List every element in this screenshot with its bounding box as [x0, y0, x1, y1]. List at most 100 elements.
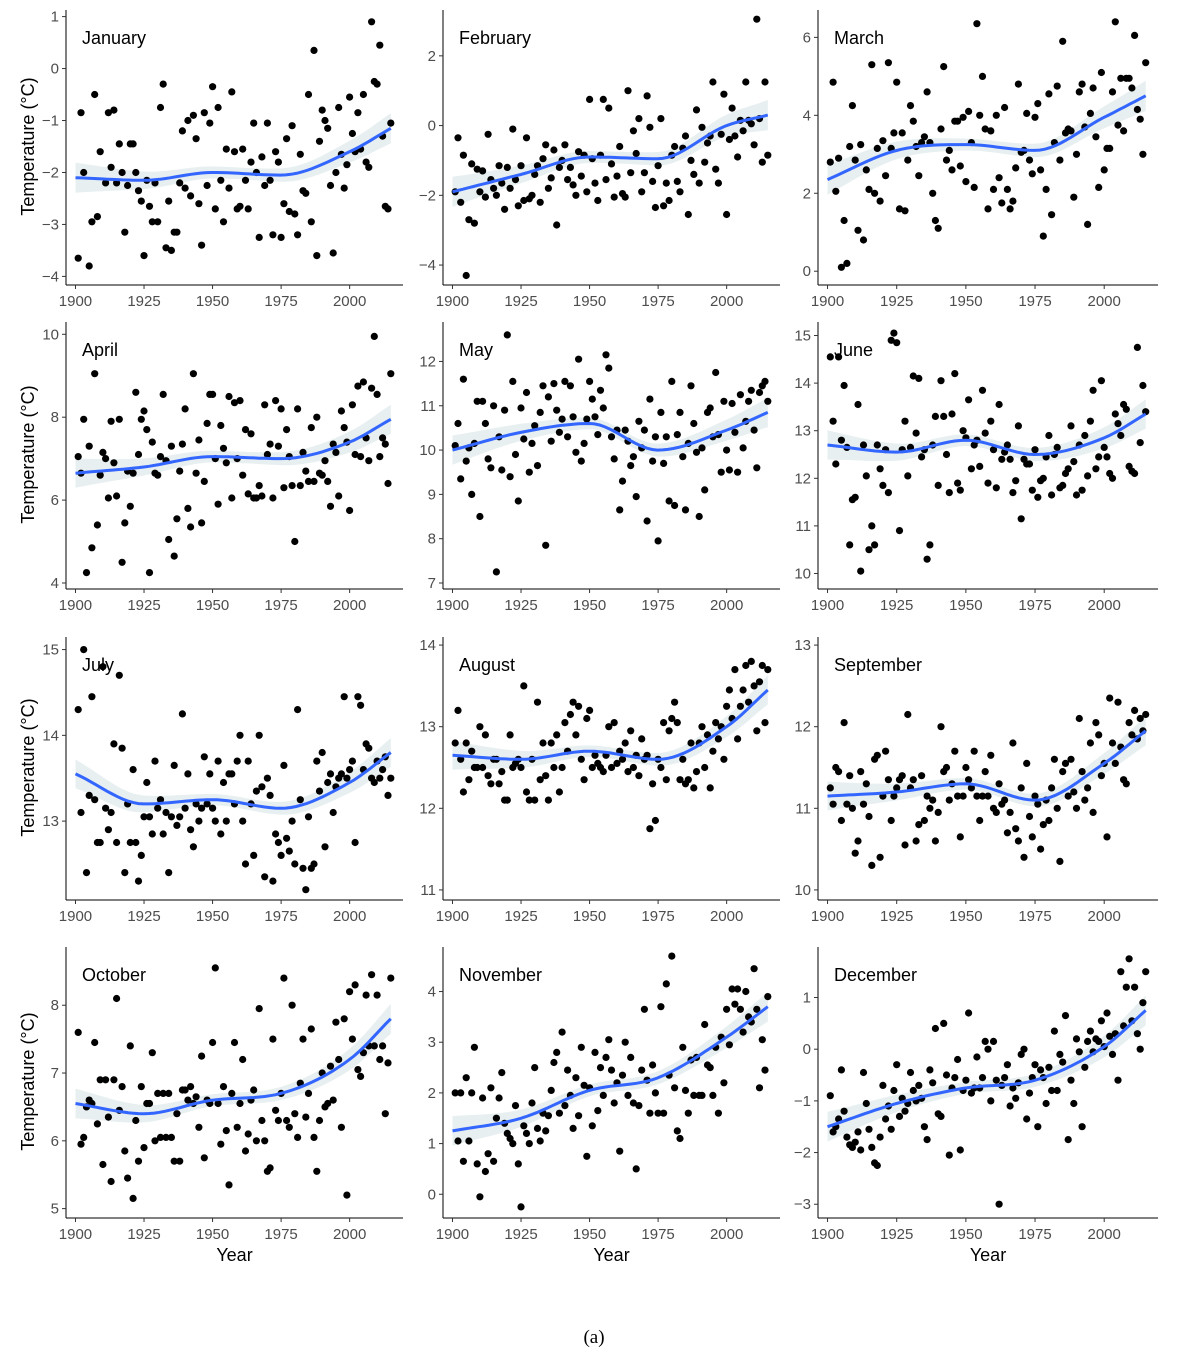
- x-tick-label: 1950: [573, 1226, 606, 1243]
- data-point: [873, 751, 881, 759]
- data-point: [873, 1161, 881, 1170]
- y-tick-label: 5: [51, 1201, 59, 1218]
- y-tick-label: 10: [419, 442, 436, 459]
- y-tick-label: −4: [42, 268, 59, 285]
- data-point: [110, 1076, 118, 1084]
- data-point: [923, 555, 931, 563]
- data-point: [214, 757, 222, 765]
- data-point: [104, 1113, 112, 1121]
- data-point: [324, 1099, 332, 1108]
- y-tick-label: 6: [803, 29, 811, 46]
- data-point: [203, 181, 211, 190]
- data-point: [937, 125, 945, 133]
- data-point: [184, 116, 192, 125]
- data-point: [167, 813, 175, 821]
- data-point: [462, 457, 470, 465]
- x-tick-label: 2000: [710, 1226, 743, 1243]
- data-point: [462, 271, 470, 280]
- y-tick-label: 10: [42, 326, 59, 343]
- data-point: [162, 1133, 170, 1141]
- data-point: [613, 172, 621, 180]
- data-point: [901, 417, 909, 425]
- data-point: [522, 388, 531, 397]
- data-point: [296, 796, 304, 804]
- panel-october: 5 6 7 8 1900 1925 1950 1975 2000 October Temperatu…: [18, 947, 403, 1265]
- data-point: [832, 460, 840, 468]
- month-title: May: [459, 340, 493, 360]
- month-title: June: [834, 340, 873, 360]
- y-axis-label: Temperature (°C): [18, 1012, 38, 1150]
- data-point: [940, 412, 948, 420]
- data-point: [203, 419, 211, 427]
- data-point: [602, 1053, 610, 1061]
- data-point: [898, 772, 906, 780]
- data-point: [1084, 784, 1092, 792]
- data-point: [605, 104, 613, 112]
- data-point: [1053, 82, 1061, 90]
- y-tick-label: 8: [51, 409, 59, 426]
- data-point: [459, 1157, 467, 1165]
- data-point: [854, 226, 862, 234]
- data-point: [539, 155, 547, 163]
- data-point: [384, 205, 392, 213]
- data-point: [862, 1099, 870, 1108]
- y-tick-label: −2: [419, 187, 436, 204]
- data-point: [118, 1083, 126, 1091]
- data-point: [1070, 788, 1078, 796]
- data-point: [1014, 80, 1023, 88]
- data-point: [671, 1084, 679, 1092]
- data-point: [1097, 772, 1105, 780]
- data-point: [1075, 88, 1083, 96]
- data-point: [148, 218, 156, 226]
- data-point: [879, 1081, 887, 1089]
- data-point: [703, 139, 712, 147]
- data-point: [1003, 441, 1012, 449]
- data-point: [673, 719, 681, 727]
- data-point: [1067, 755, 1075, 763]
- data-point: [1111, 410, 1119, 418]
- data-point: [362, 991, 370, 999]
- x-tick-label: 1925: [880, 1226, 913, 1243]
- data-point: [929, 796, 937, 804]
- data-point: [920, 816, 929, 825]
- data-point: [269, 1035, 277, 1043]
- data-point: [998, 455, 1006, 463]
- data-point: [602, 351, 610, 359]
- data-point: [745, 698, 753, 706]
- data-point: [742, 987, 750, 996]
- data-point: [660, 459, 668, 467]
- data-point: [876, 1133, 884, 1141]
- data-point: [544, 184, 553, 192]
- y-tick-label: 14: [794, 375, 811, 392]
- x-tick-label: 2000: [710, 597, 743, 614]
- data-point: [272, 830, 280, 838]
- data-point: [901, 207, 909, 215]
- data-point: [835, 154, 843, 162]
- data-point: [236, 731, 244, 739]
- data-point: [717, 130, 725, 138]
- data-point: [509, 125, 517, 133]
- x-tick-label: 2000: [710, 908, 743, 925]
- data-point: [621, 1038, 629, 1046]
- data-point: [871, 541, 879, 549]
- data-point: [1006, 455, 1014, 463]
- data-point: [307, 424, 315, 432]
- confidence-band: [827, 399, 1146, 462]
- panel-december: −3 −2 −1 0 1 1900 1925 1950 1975 2000 December Year: [794, 947, 1158, 1265]
- data-point: [1031, 446, 1039, 454]
- data-point: [479, 763, 487, 772]
- x-tick-label: 1925: [504, 597, 537, 614]
- data-point: [184, 1096, 192, 1104]
- data-point: [387, 774, 395, 782]
- data-point: [165, 869, 173, 877]
- y-tick-label: 2: [803, 185, 811, 202]
- data-point: [934, 481, 942, 489]
- data-point: [624, 1091, 632, 1099]
- data-point: [324, 477, 332, 485]
- data-point: [154, 804, 162, 812]
- data-point: [247, 158, 255, 166]
- data-point: [113, 994, 121, 1003]
- data-point: [550, 146, 558, 154]
- data-point: [457, 1089, 465, 1097]
- data-point: [1084, 220, 1092, 228]
